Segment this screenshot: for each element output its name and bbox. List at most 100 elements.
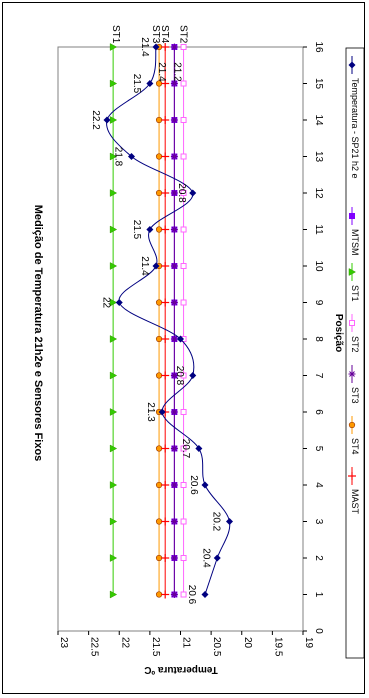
data-point-temperatura-sp21-h2-e — [115, 299, 123, 306]
data-point-st2 — [180, 372, 187, 379]
data-point-st4 — [155, 481, 163, 489]
data-point-st2-shape — [180, 226, 187, 233]
data-point-st1-shape — [109, 481, 118, 489]
legend-marker-temperatura-sp21-h2-e — [348, 61, 356, 69]
y-tick-label: 22.5 — [89, 637, 100, 657]
data-point-st1-shape — [109, 152, 118, 161]
x-tick-label: 12 — [313, 187, 324, 199]
x-tick-label: 14 — [313, 114, 324, 126]
data-point-st2-shape — [180, 445, 187, 452]
data-label: 21.8 — [113, 147, 124, 167]
chart-canvas: 1919.52020.52121.52222.52301234567891011… — [32, 25, 365, 675]
x-tick-label: 9 — [313, 300, 324, 306]
data-point-st2 — [180, 80, 187, 87]
data-point-temperatura-sp21-h2-e — [177, 335, 184, 343]
x-tick-label: 15 — [313, 78, 324, 90]
data-point-st1-shape — [109, 517, 118, 526]
x-tick-label: 1 — [313, 592, 324, 598]
x-tick-label: 0 — [313, 628, 324, 634]
data-point-st2 — [180, 226, 187, 233]
series-annotation: ST2 — [178, 25, 189, 44]
legend-marker-st3 — [348, 370, 356, 378]
data-point-st1-shape — [109, 298, 118, 307]
data-point-st1 — [109, 371, 118, 380]
data-point-temperatura-sp21-h2-e — [213, 554, 221, 562]
data-point-temperatura-sp21-h2-e-shape — [103, 116, 111, 124]
data-label: 21.5 — [131, 74, 142, 94]
legend-marker-st1-shape — [348, 268, 357, 276]
data-point-temperatura-sp21-h2-e-shape — [158, 408, 166, 416]
data-point-st1 — [109, 481, 118, 489]
x-axis-title: Posição — [333, 314, 344, 352]
data-point-st1 — [109, 225, 118, 234]
data-point-temperatura-sp21-h2-e-shape — [146, 80, 154, 87]
data-point-st1-shape — [109, 225, 118, 234]
chart-title: Medição de Temperatura 21h2e e Sensores … — [32, 205, 44, 462]
legend-label-mast: MAST — [350, 489, 360, 515]
legend-marker-st4-shape — [348, 421, 356, 429]
data-point-st3 — [170, 116, 178, 124]
data-point-st4 — [155, 554, 163, 562]
data-point-st1-shape — [109, 262, 118, 270]
x-tick-label: 8 — [313, 336, 324, 342]
data-point-st4 — [155, 153, 163, 160]
data-point-st4-shape — [155, 153, 163, 160]
legend-label-mtsm: MTSM — [350, 229, 360, 256]
legend-marker-st3-shape — [348, 370, 356, 378]
data-label: 21.4 — [139, 37, 150, 57]
data-point-mast — [161, 444, 170, 453]
data-point-st2-shape — [180, 80, 187, 87]
legend-marker-st2-shape — [349, 320, 355, 326]
data-point-temperatura-sp21-h2-e-shape — [146, 226, 154, 233]
data-point-st2-shape — [180, 299, 187, 306]
data-point-st2-shape — [180, 372, 187, 379]
data-point-st3-shape — [170, 43, 178, 51]
legend-marker-mtsm-shape — [349, 213, 355, 219]
data-point-temperatura-sp21-h2-e — [146, 80, 154, 87]
data-point-st1 — [109, 262, 118, 270]
legend — [345, 47, 365, 659]
data-point-st4 — [155, 189, 163, 197]
data-point-st3-shape — [170, 226, 178, 233]
data-point-temperatura-sp21-h2-e — [189, 372, 197, 379]
data-point-st3 — [170, 518, 178, 525]
data-point-temperatura-sp21-h2-e-shape — [152, 43, 160, 51]
y-tick-label: 20.5 — [211, 637, 222, 657]
data-point-st4-shape — [155, 372, 163, 379]
data-point-st3-shape — [170, 262, 178, 270]
data-point-st1-shape — [109, 554, 118, 562]
data-label: 20.4 — [200, 548, 211, 568]
data-point-st3 — [170, 189, 178, 197]
legend-marker-mast — [348, 472, 356, 480]
data-point-st3 — [170, 80, 178, 87]
x-tick-label: 3 — [313, 519, 324, 525]
data-point-st3 — [170, 554, 178, 562]
data-point-mast — [161, 43, 170, 51]
data-point-st2 — [180, 44, 187, 50]
y-tick-label: 21 — [181, 637, 192, 649]
data-point-temperatura-sp21-h2-e-shape — [213, 554, 221, 562]
data-point-st4-shape — [155, 554, 163, 562]
data-point-temperatura-sp21-h2-e — [201, 481, 209, 489]
series-annotation: 21.4 — [156, 62, 167, 82]
data-point-st3-shape — [170, 299, 178, 306]
data-point-st2 — [180, 482, 187, 488]
data-point-st2 — [180, 591, 187, 598]
data-point-temperatura-sp21-h2-e — [103, 116, 111, 124]
data-point-temperatura-sp21-h2-e-shape — [152, 262, 160, 270]
data-point-st4 — [155, 591, 163, 598]
chart-frame: 19 19.5 20 20.5 21 21.5 22 22.5 23 0 1 2 3 4 5 6 7 8 9 10 11… — [2, 2, 365, 694]
data-point-st3-shape — [170, 554, 178, 562]
data-point-st1 — [109, 408, 118, 416]
legend-label-st4: ST4 — [350, 438, 360, 455]
y-tick-label: 19.5 — [272, 637, 283, 657]
data-point-st4-shape — [155, 335, 163, 343]
data-point-temperatura-sp21-h2-e — [201, 591, 209, 598]
y-tick-label: 23 — [58, 637, 69, 649]
data-point-st3 — [170, 299, 178, 306]
series-annotation: ST1 — [110, 25, 121, 44]
data-point-mast — [161, 79, 170, 88]
data-point-st3-shape — [170, 116, 178, 124]
data-point-temperatura-sp21-h2-e — [189, 189, 197, 197]
data-point-st3-shape — [170, 153, 178, 160]
